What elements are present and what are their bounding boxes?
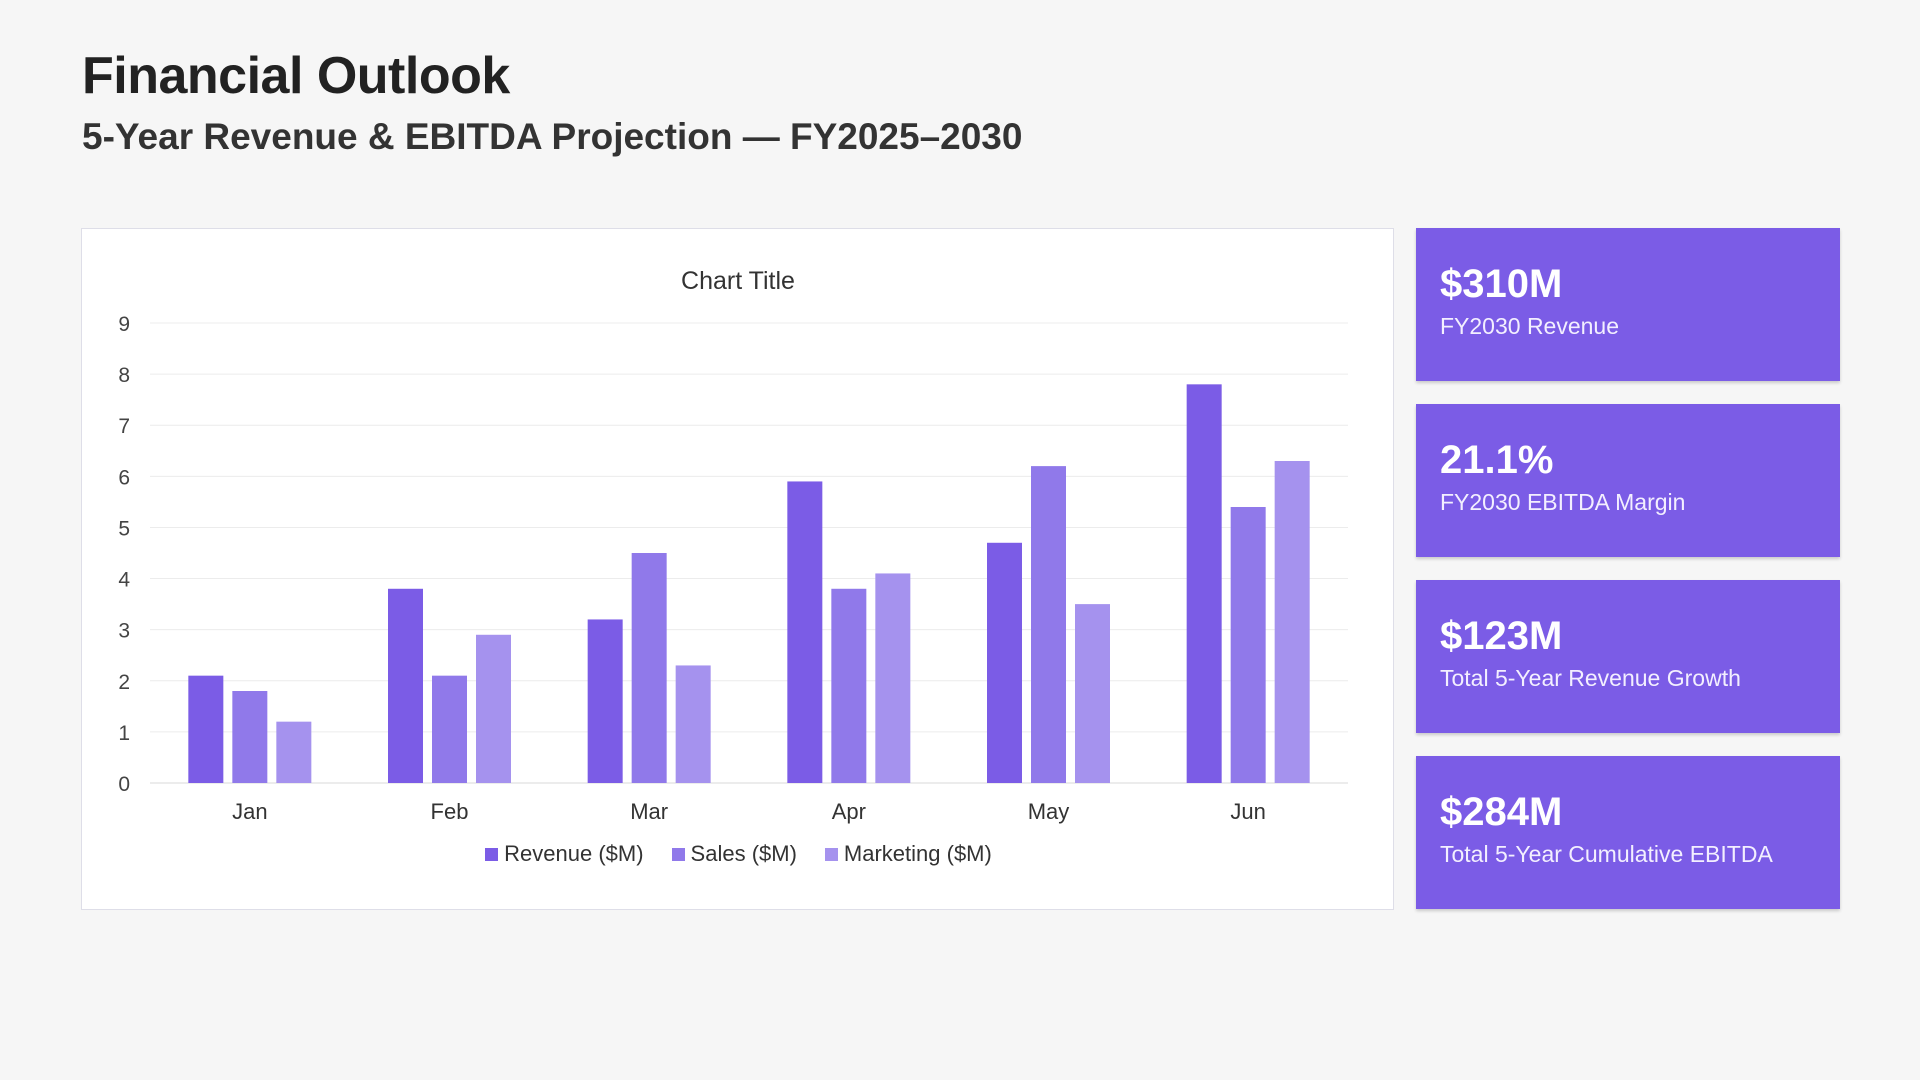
chart-legend: Revenue ($M) Sales ($M) Marketing ($M) <box>82 841 1395 867</box>
bar-feb-series-1 <box>388 588 423 783</box>
bar-mar-series-2 <box>631 553 667 783</box>
legend-swatch <box>671 847 685 861</box>
kpi-card-cumulative-ebitda: $284M Total 5-Year Cumulative EBITDA <box>1416 756 1840 909</box>
page-title: Financial Outlook <box>82 47 510 105</box>
chart-title: Chart Title <box>681 267 795 295</box>
chart-bars <box>188 384 1310 783</box>
bar-mar-series-3 <box>675 665 711 783</box>
bar-may-series-3 <box>1075 604 1110 783</box>
y-tick-label: 0 <box>118 773 130 796</box>
bar-apr-series-3 <box>875 573 911 783</box>
y-tick-label: 4 <box>118 569 130 592</box>
legend-label: Revenue ($M) <box>504 841 644 866</box>
kpi-value: $123M <box>1440 614 1563 658</box>
y-tick-label: 2 <box>118 671 130 694</box>
x-tick-label: Mar <box>630 799 668 824</box>
legend-swatch <box>485 847 499 861</box>
legend-item: Revenue ($M) <box>485 841 644 867</box>
bar-mar-series-1 <box>587 619 623 783</box>
legend-label: Sales ($M) <box>690 841 797 866</box>
bar-apr-series-1 <box>787 481 823 783</box>
y-axis-ticks: 0 1 2 3 4 5 6 7 8 9 <box>118 313 130 796</box>
kpi-card-fy2030-revenue: $310M FY2030 Revenue <box>1416 228 1840 381</box>
x-tick-label: Apr <box>832 799 866 824</box>
y-tick-label: 7 <box>118 415 130 438</box>
x-tick-label: Jan <box>232 799 267 824</box>
bar-may-series-1 <box>987 542 1022 783</box>
bar-jan-series-3 <box>276 721 312 783</box>
y-tick-label: 9 <box>118 313 130 336</box>
bar-jun-series-1 <box>1186 384 1222 783</box>
kpi-value: $310M <box>1440 262 1563 306</box>
bar-jun-series-2 <box>1230 507 1266 783</box>
x-axis-ticks: Jan Feb Mar Apr May Jun <box>232 799 1266 824</box>
y-tick-label: 6 <box>118 466 130 489</box>
bar-feb-series-3 <box>476 634 511 783</box>
bar-feb-series-2 <box>432 675 467 783</box>
kpi-value: $284M <box>1440 790 1563 834</box>
chart-card: Chart Title 0 1 2 3 4 5 6 7 8 9 Jan Feb Mar Apr May Ju… <box>81 228 1394 910</box>
kpi-label: FY2030 Revenue <box>1440 313 1620 339</box>
legend-item: Marketing ($M) <box>824 841 992 867</box>
y-tick-label: 1 <box>118 722 130 745</box>
legend-item: Sales ($M) <box>671 841 797 867</box>
bar-jan-series-1 <box>188 675 224 783</box>
y-tick-label: 5 <box>118 517 130 540</box>
bar-jun-series-3 <box>1274 461 1310 783</box>
bar-may-series-2 <box>1031 466 1066 783</box>
bar-jan-series-2 <box>232 691 268 783</box>
x-tick-label: May <box>1028 799 1070 824</box>
legend-swatch <box>824 847 838 861</box>
bar-apr-series-2 <box>831 588 867 783</box>
y-tick-label: 8 <box>118 364 130 387</box>
x-tick-label: Jun <box>1230 799 1265 824</box>
kpi-card-revenue-growth: $123M Total 5-Year Revenue Growth <box>1416 580 1840 733</box>
chart-gridlines <box>150 322 1348 784</box>
page-subtitle: 5-Year Revenue & EBITDA Projection — FY2… <box>82 116 1023 157</box>
kpi-card-ebitda-margin: 21.1% FY2030 EBITDA Margin <box>1416 404 1840 557</box>
kpi-label: FY2030 EBITDA Margin <box>1440 489 1686 515</box>
legend-label: Marketing ($M) <box>843 841 992 866</box>
kpi-value: 21.1% <box>1440 438 1554 482</box>
kpi-label: Total 5-Year Cumulative EBITDA <box>1440 841 1773 867</box>
y-tick-label: 3 <box>118 620 130 643</box>
bar-chart: Chart Title 0 1 2 3 4 5 6 7 8 9 Jan Feb Mar Apr May Ju… <box>118 267 1348 824</box>
kpi-label: Total 5-Year Revenue Growth <box>1440 665 1741 691</box>
x-tick-label: Feb <box>431 799 469 824</box>
